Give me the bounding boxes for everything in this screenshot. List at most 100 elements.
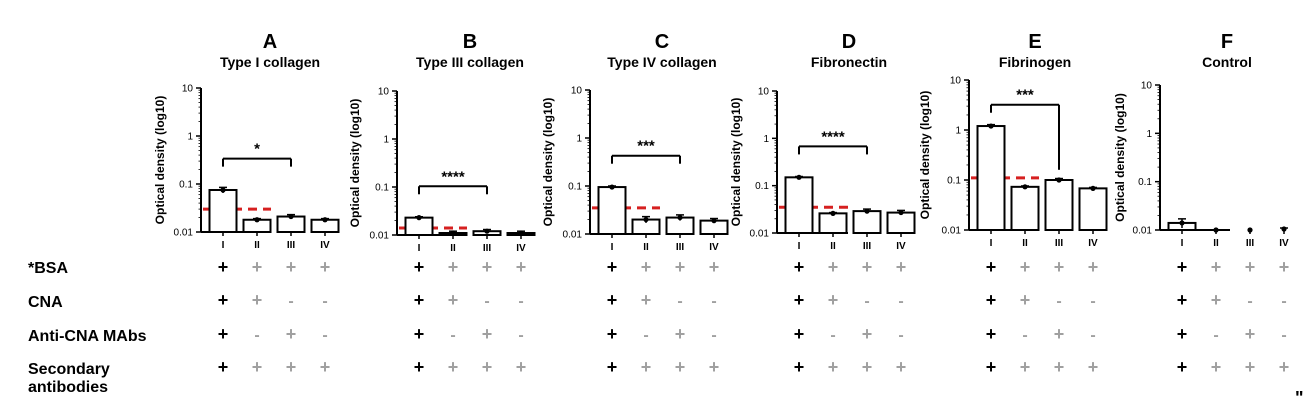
panel-e-cond-r1-c1: + bbox=[1020, 290, 1031, 310]
row-label-bsa: *BSA bbox=[28, 260, 69, 277]
panel-b-cond-r1-c2: - bbox=[484, 293, 489, 310]
panel-e-point-IV bbox=[1090, 185, 1096, 191]
panel-a-ytick-label: 0.01 bbox=[174, 228, 194, 239]
panel-a-ylabel: Optical density (log10) bbox=[153, 96, 167, 225]
panel-b-cond-r2-c0: + bbox=[414, 324, 425, 344]
panel-a-ytick-label: 1 bbox=[187, 132, 193, 143]
panel-a-xtick-label-IV: IV bbox=[320, 240, 330, 251]
panel-a-cond-r1-c1: + bbox=[252, 290, 263, 310]
panel-e-cond-r3-c0: + bbox=[986, 357, 997, 377]
panel-e-bar-III bbox=[1044, 179, 1074, 231]
panel-e-xtick-label-III: III bbox=[1055, 238, 1064, 249]
panel-c-cond-r1-c2: - bbox=[677, 293, 682, 310]
panel-b-bar-I bbox=[404, 216, 434, 237]
panel-d-title: Fibronectin bbox=[811, 54, 887, 70]
panel-d-bar-I bbox=[784, 176, 814, 234]
row-label-line-2: antibodies bbox=[28, 379, 109, 396]
panel-e-bar-IV bbox=[1078, 187, 1108, 232]
panel-f-cond-r0-c2: + bbox=[1245, 257, 1256, 277]
panel-e-cond-r0-c2: + bbox=[1054, 257, 1065, 277]
panel-d-xtick-label-II: II bbox=[830, 241, 836, 252]
panel-e-cond-r2-c0: + bbox=[986, 324, 997, 344]
panel-d-ytick-label: 0.01 bbox=[750, 229, 770, 240]
panel-f-cond-r3-c0: + bbox=[1177, 357, 1188, 377]
panel-a-ytick-label: 0.1 bbox=[179, 180, 193, 191]
panel-e-cond-r2-c1: - bbox=[1022, 327, 1027, 344]
panel-f-cond-r2-c0: + bbox=[1177, 324, 1188, 344]
panel-b-cond-r0-c0: + bbox=[414, 257, 425, 277]
panel-f-cond-r3-c3: + bbox=[1279, 357, 1290, 377]
panel-f-letter: F bbox=[1221, 31, 1233, 53]
panel-c-ytick-label: 1 bbox=[576, 134, 582, 145]
panel-e-sig-label: *** bbox=[1016, 87, 1034, 104]
panel-a-cond-r3-c1: + bbox=[252, 357, 263, 377]
panel-b-cond-r2-c2: + bbox=[482, 324, 493, 344]
panel-f-ytick-label: 0.1 bbox=[1138, 177, 1152, 188]
panel-c-cond-r2-c2: + bbox=[675, 324, 686, 344]
panel-d-cond-r0-c2: + bbox=[862, 257, 873, 277]
panel-c-xtick-label-III: III bbox=[676, 242, 685, 253]
panel-e-ytick-label: 0.1 bbox=[947, 176, 961, 187]
panel-f-cond-r0-c1: + bbox=[1211, 257, 1222, 277]
panel-b-cond-r2-c1: - bbox=[450, 327, 455, 344]
panel-d-point-I bbox=[796, 174, 802, 180]
panel-d-cond-r2-c3: - bbox=[898, 327, 903, 344]
panel-c-cond-r0-c1: + bbox=[641, 257, 652, 277]
panel-b-cond-r3-c3: + bbox=[516, 357, 527, 377]
panel-a-cond-r1-c3: - bbox=[322, 293, 327, 310]
panel-a-cond-r3-c3: + bbox=[320, 357, 331, 377]
panel-c-cond-r3-c3: + bbox=[709, 357, 720, 377]
panel-c-xtick-label-II: II bbox=[643, 242, 649, 253]
panel-f-xtick-label-I: I bbox=[1181, 238, 1184, 249]
panel-e-bar-II bbox=[1010, 185, 1040, 232]
row-label-secondary-antibodies: Secondary antibodies bbox=[28, 361, 110, 397]
panel-e-cond-r2-c3: - bbox=[1090, 327, 1095, 344]
panel-e-cond-r1-c3: - bbox=[1090, 293, 1095, 310]
panel-a-ytick-label: 10 bbox=[182, 84, 194, 95]
panel-e-xtick-label-I: I bbox=[990, 238, 993, 249]
panel-b-cond-r3-c1: + bbox=[448, 357, 459, 377]
panel-b-cond-r0-c1: + bbox=[448, 257, 459, 277]
panel-e-bar-I bbox=[976, 125, 1006, 231]
panel-d-cond-r2-c1: - bbox=[830, 327, 835, 344]
panel-c-cond-r3-c1: + bbox=[641, 357, 652, 377]
panel-d-cond-r0-c3: + bbox=[896, 257, 907, 277]
panel-a-sig-label: * bbox=[254, 141, 260, 158]
panel-b-cond-r0-c3: + bbox=[516, 257, 527, 277]
panel-c-point-II bbox=[643, 216, 649, 223]
panel-b-xtick-label-III: III bbox=[483, 243, 492, 254]
panel-b-letter: B bbox=[463, 31, 477, 53]
panel-f-cond-r2-c2: + bbox=[1245, 324, 1256, 344]
panel-f-title: Control bbox=[1202, 54, 1252, 70]
panel-c-ytick-label: 0.01 bbox=[563, 230, 583, 241]
panel-f-ytick-label: 10 bbox=[1141, 81, 1153, 92]
panel-c-bar-I bbox=[597, 186, 627, 235]
panel-d-ytick-label: 10 bbox=[758, 87, 770, 98]
panel-a-cond-r3-c2: + bbox=[286, 357, 297, 377]
panel-d-bar-III bbox=[852, 210, 882, 234]
panel-c-cond-r1-c1: + bbox=[641, 290, 652, 310]
panel-e-ytick-label: 10 bbox=[950, 76, 962, 87]
trailing-mark: " bbox=[1295, 388, 1304, 408]
panel-c-ylabel: Optical density (log10) bbox=[541, 98, 555, 227]
panel-b-cond-r0-c2: + bbox=[482, 257, 493, 277]
panel-d-cond-r3-c0: + bbox=[794, 357, 805, 377]
panel-a-title: Type I collagen bbox=[220, 54, 320, 70]
panel-d-cond-r1-c0: + bbox=[794, 290, 805, 310]
panel-f-cond-r3-c1: + bbox=[1211, 357, 1222, 377]
panel-d-xtick-label-IV: IV bbox=[896, 241, 906, 252]
panel-a-point-II bbox=[254, 217, 260, 223]
panel-d-ytick-label: 0.1 bbox=[755, 181, 769, 192]
panel-b-cond-r1-c3: - bbox=[518, 293, 523, 310]
panel-f-xtick-label-IV: IV bbox=[1279, 238, 1289, 249]
panel-a-xtick-label-II: II bbox=[254, 240, 260, 251]
panel-a-cond-r0-c2: + bbox=[286, 257, 297, 277]
panel-f-cond-r2-c3: - bbox=[1281, 327, 1286, 344]
panel-a-cond-r3-c0: + bbox=[218, 357, 229, 377]
panel-c-cond-r2-c1: - bbox=[643, 327, 648, 344]
panel-d-letter: D bbox=[842, 31, 856, 53]
panel-d-bar-IV bbox=[886, 211, 916, 234]
panel-e-cond-r1-c2: - bbox=[1056, 293, 1061, 310]
panel-c-cond-r2-c0: + bbox=[607, 324, 618, 344]
panel-c-point-I bbox=[609, 184, 615, 190]
